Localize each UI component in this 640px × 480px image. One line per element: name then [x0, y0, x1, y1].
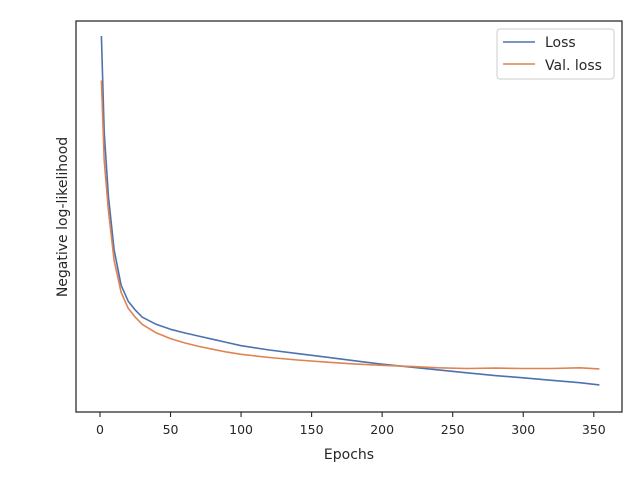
plot-background	[76, 21, 622, 412]
series-line-val-loss	[100, 80, 600, 370]
x-tick-label: 50	[163, 422, 179, 437]
x-tick-label: 350	[582, 422, 606, 437]
y-axis-label: Negative log-likelihood	[55, 137, 71, 297]
legend-label-loss: Loss	[545, 35, 576, 51]
series-line-loss	[100, 35, 600, 386]
x-axis-ticks: 0 50 100 150 200 250 300 350	[96, 412, 606, 437]
x-tick-label: 200	[370, 422, 394, 437]
x-axis-label: Epochs	[324, 447, 374, 463]
series-lines	[100, 35, 600, 386]
x-tick-label: 100	[229, 422, 253, 437]
x-tick-label: 300	[511, 422, 535, 437]
legend-label-val-loss: Val. loss	[545, 58, 602, 74]
x-tick-label: 0	[96, 422, 104, 437]
x-tick-label: 250	[441, 422, 465, 437]
x-tick-label: 150	[300, 422, 324, 437]
legend: Loss Val. loss	[496, 28, 615, 80]
plot-area	[75, 20, 623, 413]
plot-frame	[75, 20, 623, 413]
